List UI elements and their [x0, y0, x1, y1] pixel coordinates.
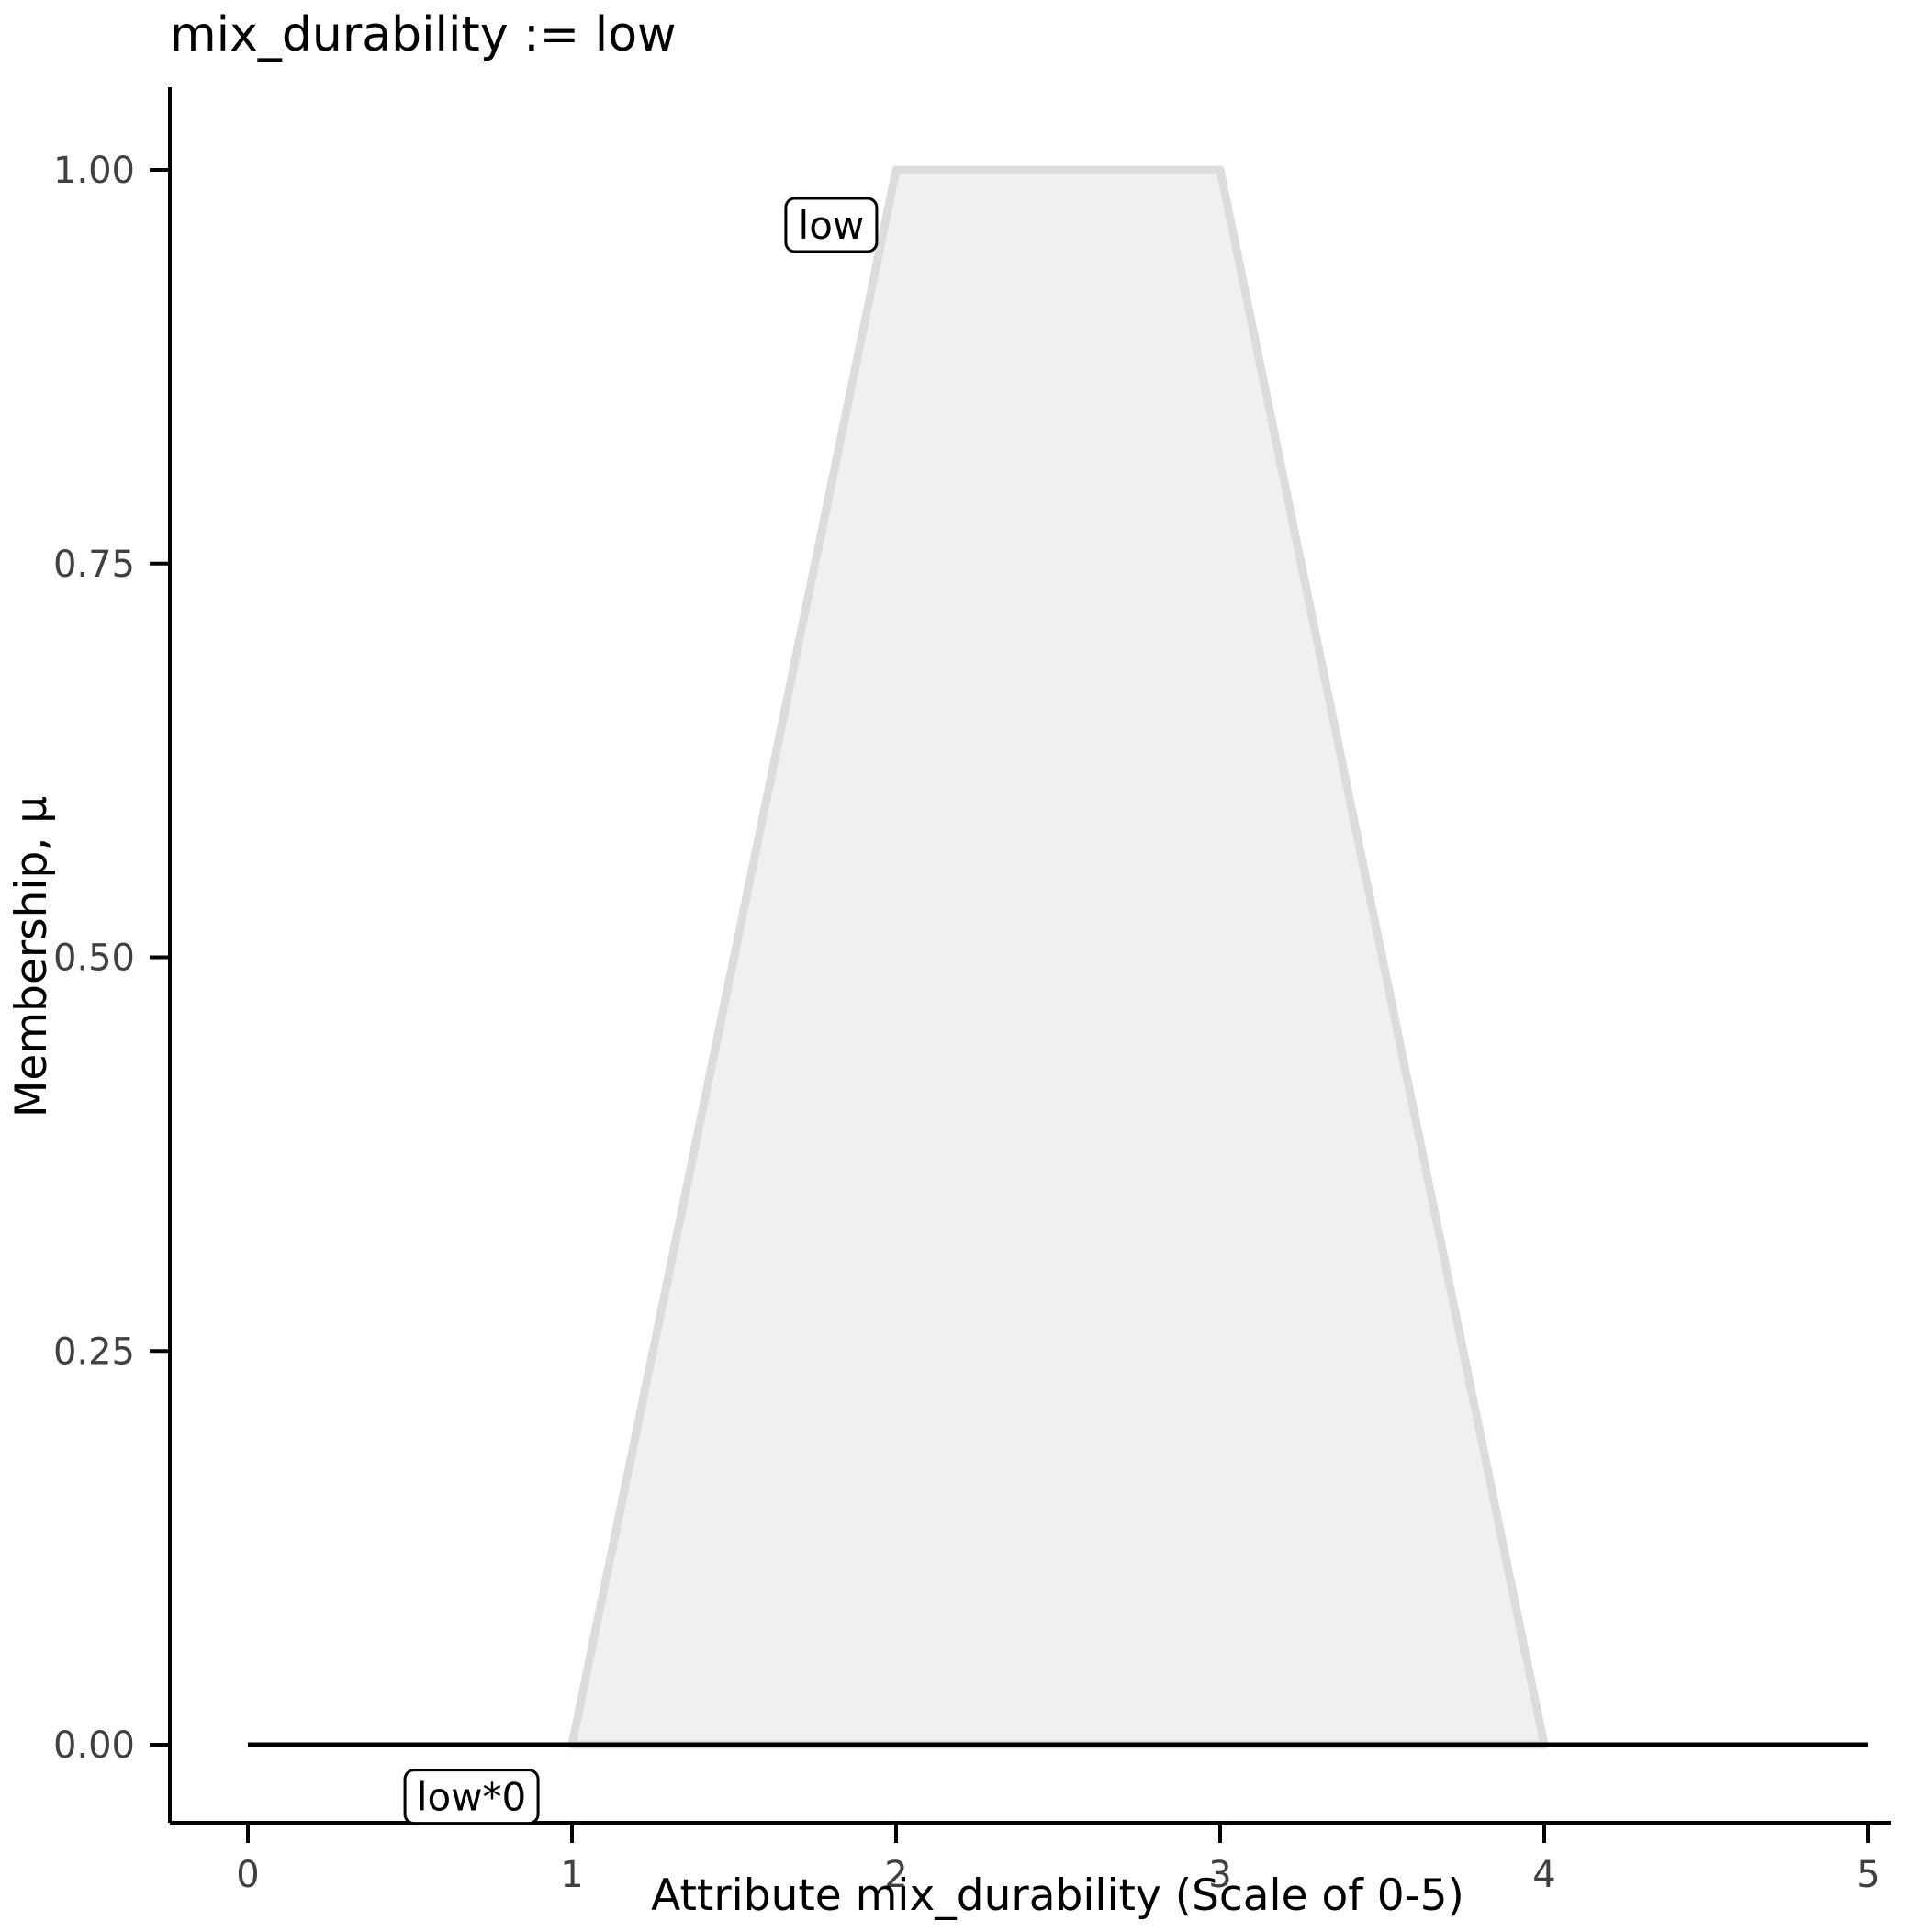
y-tick-label: 0.25	[53, 1331, 135, 1373]
annotation-box-low-0	[403, 1769, 540, 1825]
x-tick-label: 3	[1208, 1854, 1231, 1896]
annotation-box-low	[784, 197, 879, 253]
y-tick-label: 0.00	[53, 1724, 135, 1767]
y-tick-label: 1.00	[53, 150, 135, 192]
y-axis-label: Membership, μ	[6, 796, 57, 1118]
x-axis-label: Attribute mix_durability (Scale of 0-5)	[651, 1870, 1464, 1921]
y-tick-label: 0.75	[53, 544, 135, 586]
x-tick-label: 0	[236, 1854, 259, 1896]
y-tick-label: 0.50	[53, 938, 135, 980]
x-tick-label: 2	[884, 1854, 907, 1896]
annotation-label-low: low	[799, 203, 865, 248]
chart-title: mix_durability := low	[170, 7, 677, 62]
x-tick-label: 1	[560, 1854, 583, 1896]
x-tick-label: 5	[1856, 1854, 1879, 1896]
x-tick-label: 4	[1532, 1854, 1555, 1896]
annotation-label-low-0: low*0	[417, 1775, 526, 1820]
plot-layer: 0 1 2 3 4 5 0.00 0.25 0.50 0.75 1.00 low low*0	[53, 87, 1891, 1896]
